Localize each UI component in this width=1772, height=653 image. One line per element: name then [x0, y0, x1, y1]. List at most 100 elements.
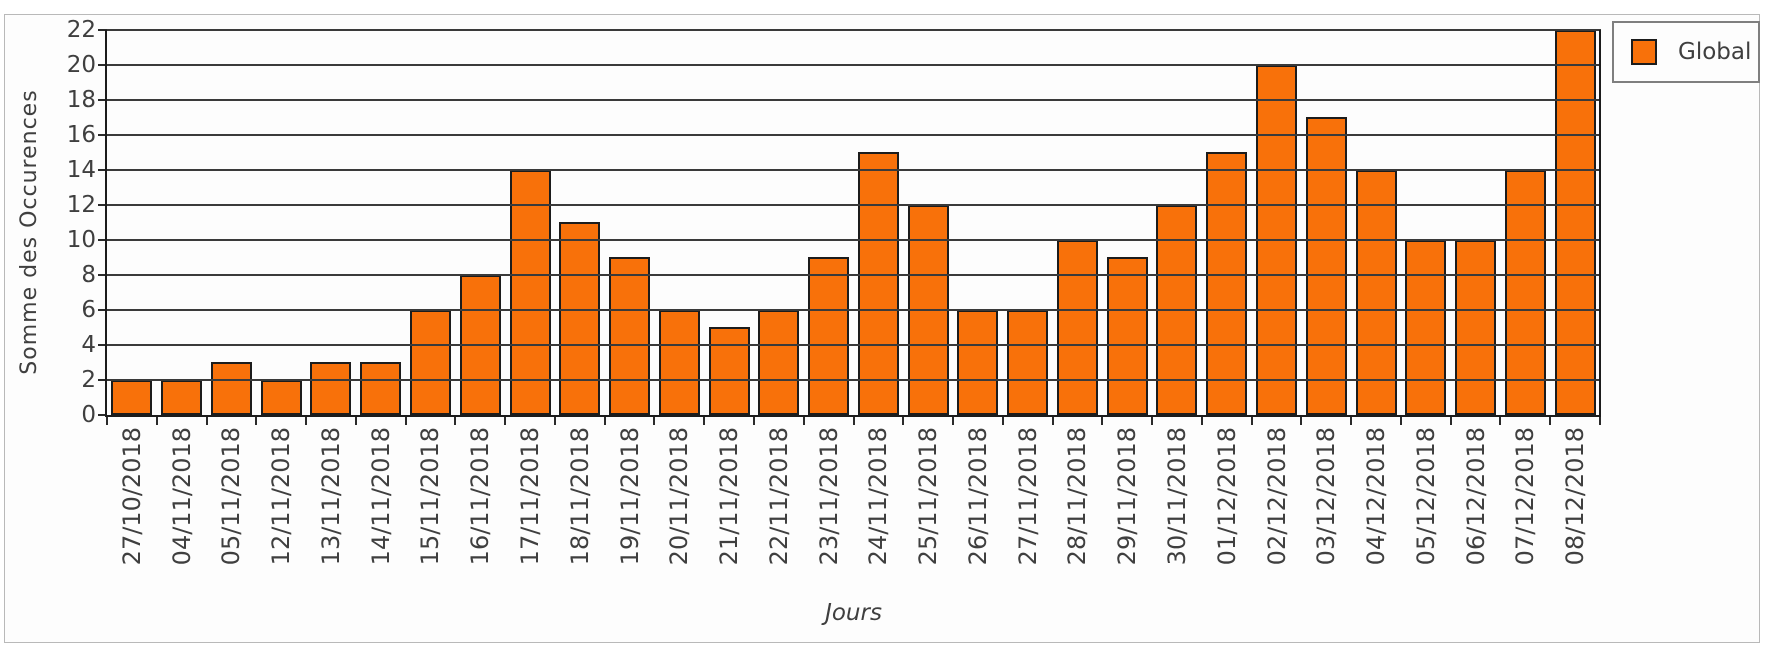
y-tick-label-16: 16 [66, 122, 96, 148]
x-tick-30 [1599, 417, 1601, 425]
bar-22/11/2018 [758, 310, 799, 415]
bar-03/12/2018 [1306, 117, 1347, 415]
y-tick-22 [98, 29, 107, 31]
y-tick-6 [98, 309, 107, 311]
bar-05/12/2018 [1405, 240, 1446, 415]
x-tick-6 [405, 417, 407, 425]
gridline-y-8 [106, 274, 1601, 276]
y-tick-label-18: 18 [66, 87, 96, 113]
y-tick-2 [98, 379, 107, 381]
y-tick-0 [98, 414, 107, 416]
bar-06/12/2018 [1455, 240, 1496, 415]
y-tick-label-4: 4 [81, 332, 96, 358]
x-tick-label-27/11/2018: 27/11/2018 [1014, 427, 1042, 566]
bar-27/11/2018 [1007, 310, 1048, 415]
bar-29/11/2018 [1107, 257, 1148, 415]
y-tick-label-6: 6 [81, 297, 96, 323]
y-tick-12 [98, 204, 107, 206]
plot-right-border [1599, 30, 1601, 417]
y-tick-4 [98, 344, 107, 346]
x-axis-title: Jours [825, 600, 882, 626]
x-tick-19 [1052, 417, 1054, 425]
legend-label: Global [1678, 39, 1752, 65]
x-tick-24 [1300, 417, 1302, 425]
gridline-y-18 [106, 99, 1601, 101]
y-axis-title: Somme des Occurences [17, 89, 42, 375]
x-tick-label-14/11/2018: 14/11/2018 [367, 427, 395, 566]
y-tick-label-8: 8 [81, 262, 96, 288]
x-tick-label-03/12/2018: 03/12/2018 [1312, 427, 1340, 566]
bar-14/11/2018 [360, 362, 401, 415]
bar-12/11/2018 [261, 380, 302, 415]
x-tick-label-20/11/2018: 20/11/2018 [665, 427, 693, 566]
y-tick-16 [98, 134, 107, 136]
bar-05/11/2018 [211, 362, 252, 415]
bar-23/11/2018 [808, 257, 849, 415]
gridline-y-16 [106, 134, 1601, 136]
gridline-y-6 [106, 309, 1601, 311]
y-tick-8 [98, 274, 107, 276]
x-tick-label-27/10/2018: 27/10/2018 [118, 427, 146, 566]
y-tick-label-0: 0 [81, 402, 96, 428]
bar-07/12/2018 [1505, 170, 1546, 415]
x-tick-label-06/12/2018: 06/12/2018 [1462, 427, 1490, 566]
bar-28/11/2018 [1057, 240, 1098, 415]
bar-20/11/2018 [659, 310, 700, 415]
y-tick-label-14: 14 [66, 157, 96, 183]
x-tick-label-12/11/2018: 12/11/2018 [267, 427, 295, 566]
x-tick-label-07/12/2018: 07/12/2018 [1511, 427, 1539, 566]
bar-08/12/2018 [1555, 30, 1596, 415]
bar-04/12/2018 [1356, 170, 1397, 415]
y-axis-line [105, 30, 107, 417]
gridline-y-22 [106, 29, 1601, 31]
x-tick-8 [504, 417, 506, 425]
x-tick-label-29/11/2018: 29/11/2018 [1113, 427, 1141, 566]
y-tick-label-10: 10 [66, 227, 96, 253]
x-tick-label-21/11/2018: 21/11/2018 [715, 427, 743, 566]
x-tick-18 [1002, 417, 1004, 425]
bar-21/11/2018 [709, 327, 750, 415]
x-tick-14 [803, 417, 805, 425]
x-tick-28 [1499, 417, 1501, 425]
y-tick-20 [98, 64, 107, 66]
x-tick-label-24/11/2018: 24/11/2018 [864, 427, 892, 566]
x-tick-label-22/11/2018: 22/11/2018 [765, 427, 793, 566]
x-tick-29 [1549, 417, 1551, 425]
bar-19/11/2018 [609, 257, 650, 415]
x-tick-1 [156, 417, 158, 425]
x-tick-27 [1450, 417, 1452, 425]
y-tick-label-2: 2 [81, 367, 96, 393]
x-tick-4 [305, 417, 307, 425]
x-tick-0 [106, 417, 108, 425]
legend: Global [1612, 21, 1760, 83]
bar-04/11/2018 [161, 380, 202, 415]
x-tick-20 [1101, 417, 1103, 425]
x-axis-line [105, 415, 1601, 417]
bar-17/11/2018 [510, 170, 551, 415]
x-tick-label-26/11/2018: 26/11/2018 [964, 427, 992, 566]
x-tick-label-17/11/2018: 17/11/2018 [516, 427, 544, 566]
x-tick-label-02/12/2018: 02/12/2018 [1263, 427, 1291, 566]
y-tick-label-20: 20 [66, 52, 96, 78]
x-tick-label-05/11/2018: 05/11/2018 [217, 427, 245, 566]
x-tick-11 [653, 417, 655, 425]
x-tick-17 [952, 417, 954, 425]
bar-13/11/2018 [310, 362, 351, 415]
gridline-y-2 [106, 379, 1601, 381]
x-tick-26 [1400, 417, 1402, 425]
x-tick-label-13/11/2018: 13/11/2018 [317, 427, 345, 566]
y-tick-10 [98, 239, 107, 241]
x-tick-label-25/11/2018: 25/11/2018 [914, 427, 942, 566]
x-tick-25 [1350, 417, 1352, 425]
x-tick-label-15/11/2018: 15/11/2018 [416, 427, 444, 566]
x-tick-22 [1201, 417, 1203, 425]
x-tick-label-30/11/2018: 30/11/2018 [1163, 427, 1191, 566]
x-tick-label-16/11/2018: 16/11/2018 [466, 427, 494, 566]
gridline-y-12 [106, 204, 1601, 206]
bar-26/11/2018 [957, 310, 998, 415]
x-tick-label-04/11/2018: 04/11/2018 [168, 427, 196, 566]
x-tick-7 [454, 417, 456, 425]
bar-18/11/2018 [559, 222, 600, 415]
x-tick-label-19/11/2018: 19/11/2018 [616, 427, 644, 566]
